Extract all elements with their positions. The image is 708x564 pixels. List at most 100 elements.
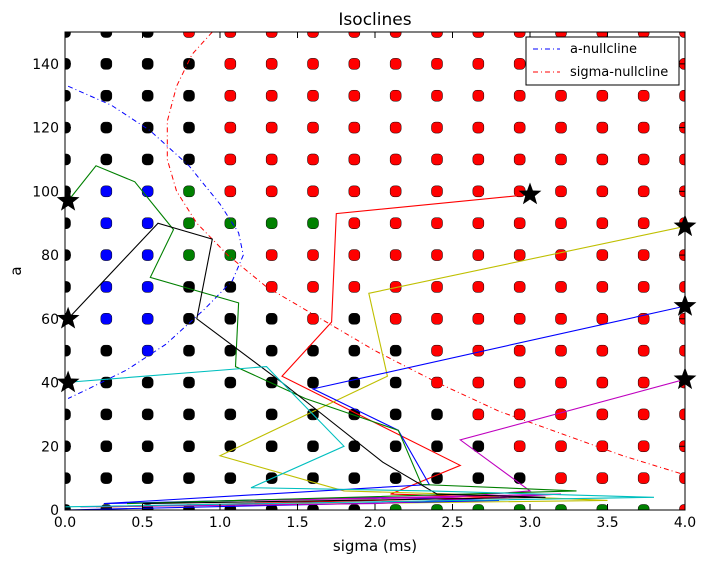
y-tick-label: 20 [41,439,59,455]
grid-point [224,58,237,70]
grid-point [637,408,650,421]
grid-point [431,281,443,293]
axis-ticks: 0.0 0.5 1.0 1.5 2.0 2.5 3.0 3.5 4.0 0 20 40 60 80 100 1… [32,32,696,531]
start-marker [518,182,542,205]
grid-point [265,313,278,325]
grid-point [637,440,650,453]
grid-point [637,121,650,134]
grid-point [307,185,319,198]
y-tick-label: 80 [41,248,59,264]
grid-point [389,217,402,229]
grid-point [100,281,113,293]
grid-point [100,408,113,421]
trajectory-line [67,165,577,505]
grid-point [555,344,567,357]
grid-point [513,472,526,484]
x-tick-label: 0.0 [54,515,76,531]
grid-point [183,440,195,453]
grid-point [100,440,113,453]
grid-point [389,313,402,325]
grid-point [513,313,526,325]
grid-point [348,249,361,261]
grid-points [65,32,685,510]
grid-point [100,153,113,166]
grid-point [224,217,237,229]
grid-point [513,281,526,293]
grid-point [472,504,485,510]
nullcline-line [67,85,244,399]
trajectories [65,165,685,510]
nullcline-line [166,32,685,476]
grid-point [679,153,685,166]
grid-point [224,89,237,102]
grid-point [679,89,685,102]
grid-point [555,313,567,325]
grid-point [555,121,567,134]
grid-point [141,249,154,261]
grid-point [141,185,154,198]
x-tick-label: 3.0 [519,515,541,531]
grid-point [348,217,361,229]
grid-point [431,58,443,70]
grid-point [141,32,154,38]
grid-point [637,376,650,389]
y-tick-label: 0 [50,503,59,519]
grid-point [183,249,195,261]
grid-point [555,472,567,484]
grid-point [183,408,195,421]
grid-point [472,313,485,325]
grid-point [224,376,237,389]
grid-point [431,408,443,421]
grid-point [555,153,567,166]
grid-point [141,313,154,325]
grid-point [431,504,443,510]
grid-point [513,89,526,102]
legend-a-nullcline-label: a-nullcline [570,42,637,57]
grid-point [389,89,402,102]
grid-point [265,344,278,357]
x-tick-label: 4.0 [674,515,696,531]
grid-point [389,153,402,166]
grid-point [183,185,195,198]
grid-point [389,440,402,453]
grid-point [348,313,361,325]
grid-point [596,121,609,134]
grid-point [389,376,402,389]
grid-point [637,504,650,510]
grid-point [65,217,71,229]
grid-point [100,217,113,229]
grid-point [389,32,402,38]
grid-point [637,185,650,198]
grid-point [265,58,278,70]
grid-point [431,249,443,261]
grid-point [224,121,237,134]
grid-point [555,376,567,389]
grid-point [265,217,278,229]
grid-point [65,32,71,38]
grid-point [472,153,485,166]
grid-point [65,472,71,484]
grid-point [679,504,685,510]
grid-point [637,153,650,166]
grid-point [224,408,237,421]
grid-point [596,344,609,357]
grid-point [596,504,609,510]
y-axis-label: a [7,266,25,275]
grid-point [100,313,113,325]
grid-point [472,376,485,389]
grid-point [265,121,278,134]
grid-point [65,89,71,102]
grid-point [389,58,402,70]
grid-point [100,89,113,102]
grid-point [141,472,154,484]
grid-point [555,504,567,510]
start-marker [56,370,80,393]
grid-point [65,344,71,357]
grid-point [596,249,609,261]
grid-point [265,185,278,198]
y-tick-label: 60 [41,312,59,328]
grid-point [307,58,319,70]
grid-point [141,344,154,357]
grid-point [183,153,195,166]
